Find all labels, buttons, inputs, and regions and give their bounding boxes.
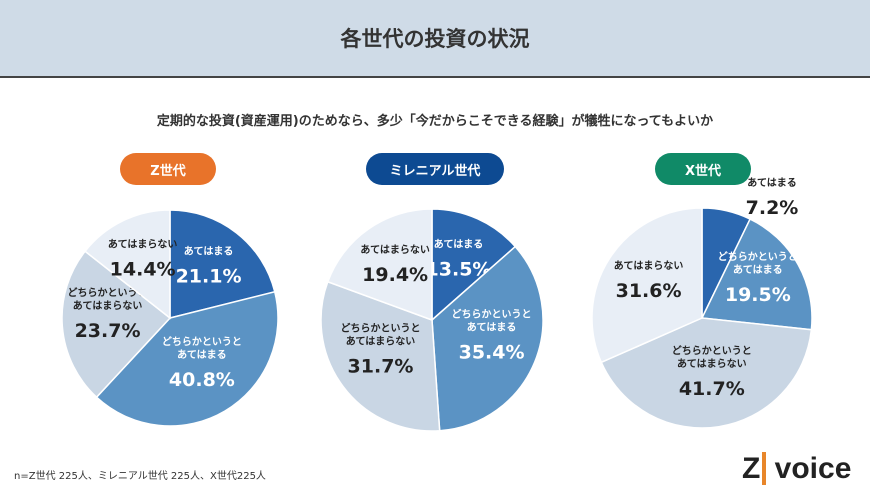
slice-category-label: あてはまらない — [614, 259, 684, 272]
page-title: 各世代の投資の状況 — [340, 27, 530, 51]
pie-slice — [431, 208, 517, 322]
slice-category-label: どちらかというと — [68, 286, 148, 299]
slice-category-label: どちらかというと — [162, 335, 242, 348]
slice-category-label: あてはまる — [467, 320, 517, 333]
pie-slice — [600, 317, 813, 429]
slice-value-label: 31.7% — [348, 356, 414, 378]
pie-slice — [320, 280, 441, 432]
header: 各世代の投資の状況 — [0, 0, 870, 78]
slice-value-label: 21.1% — [176, 266, 242, 288]
slice-category-label: あてはまる — [434, 237, 484, 250]
slice-category-label: あてはまらない — [108, 238, 178, 251]
slice-category-label: あてはまらない — [73, 299, 143, 312]
slice-category-label: あてはまる — [177, 348, 227, 361]
slice-value-label: 19.4% — [362, 264, 428, 286]
slice-category-label: どちらかというと — [452, 307, 532, 320]
slice-value-label: 7.2% — [746, 197, 799, 219]
pill-z: Z世代 — [120, 153, 216, 185]
slice-category-label: あてはまる — [747, 176, 797, 189]
pie-slice — [700, 218, 813, 331]
slice-value-label: 19.5% — [725, 284, 791, 306]
pie-slice — [326, 208, 433, 322]
slice-category-label: どちらかというと — [341, 322, 421, 335]
pill-millennial: ミレニアル世代 — [366, 153, 504, 185]
slice-value-label: 35.4% — [459, 341, 525, 363]
slice-category-label: あてはまる — [184, 245, 234, 258]
pill-x: X世代 — [655, 153, 751, 185]
slice-value-label: 13.5% — [426, 258, 492, 280]
slice-category-label: どちらかというと — [672, 344, 752, 357]
pie-slice — [84, 209, 171, 320]
zvoice-logo: Z voice — [742, 452, 852, 485]
pie-slice — [591, 207, 703, 364]
sample-note: n=Z世代 225人、ミレニアル世代 225人、X世代225人 — [14, 471, 266, 482]
slice-value-label: 31.6% — [616, 280, 682, 302]
slice-category-label: どちらかというと — [718, 250, 798, 263]
pie-slice — [61, 250, 172, 399]
slice-value-label: 23.7% — [75, 320, 141, 342]
question: 定期的な投資(資産運用)のためなら、多少「今だからこそできる経験」が犠牲になって… — [156, 114, 714, 129]
slice-category-label: あてはまらない — [346, 335, 416, 348]
slice-value-label: 14.4% — [110, 259, 176, 281]
slice-category-label: あてはまらない — [360, 243, 430, 256]
slice-value-label: 40.8% — [169, 369, 235, 391]
slice-value-label: 41.7% — [679, 378, 745, 400]
slice-category-label: あてはまらない — [677, 357, 747, 370]
pie-slice — [169, 209, 276, 319]
pie-slice — [95, 290, 279, 427]
pie-slice — [431, 245, 544, 432]
slice-category-label: あてはまる — [733, 263, 783, 276]
